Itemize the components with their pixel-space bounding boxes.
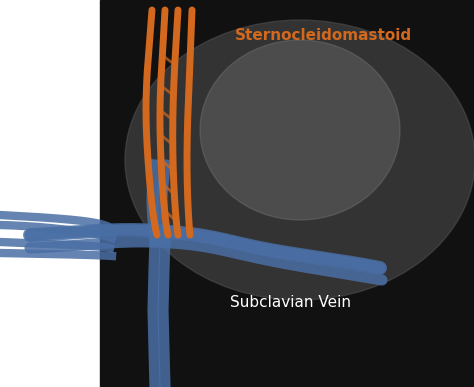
Ellipse shape [200,40,400,220]
Text: Subclavian Vein: Subclavian Vein [230,295,351,310]
Text: Sternocleidomastoid: Sternocleidomastoid [235,28,412,43]
Ellipse shape [125,20,474,300]
Bar [100,0,474,387]
Bar [0,0,100,387]
